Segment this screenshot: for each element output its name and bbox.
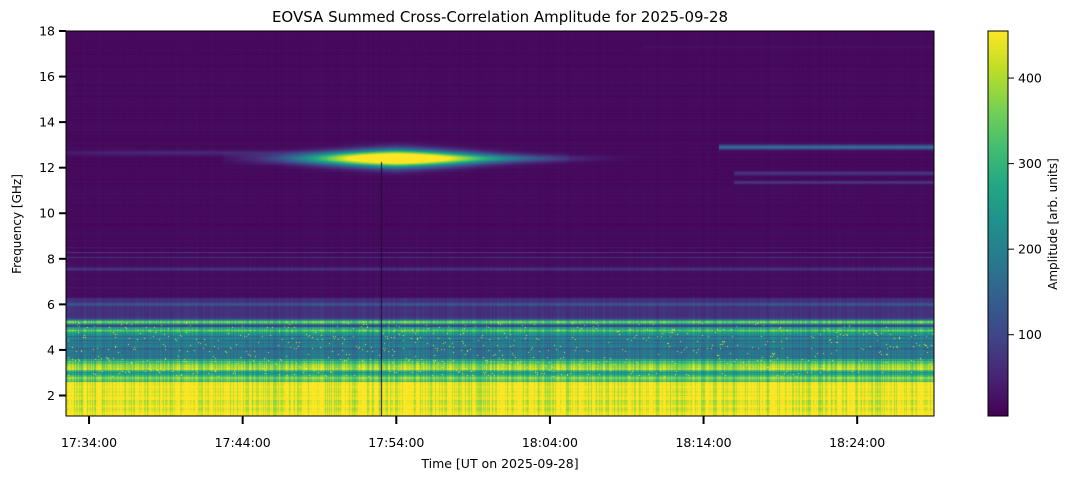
colorbar-label: Amplitude [arb. units] [1046,158,1060,290]
y-axis: 2 4 6 8 10 12 14 16 18 [39,24,66,403]
plot-frame [65,30,935,417]
x-tick-label: 17:44:00 [215,435,271,450]
x-tick-label: 18:24:00 [829,435,885,450]
x-tick-label: 18:14:00 [675,435,731,450]
colorbar-tick-label: 100 [1018,327,1042,342]
y-axis-label: Frequency [GHz] [10,174,24,274]
y-tick-label: 18 [39,24,55,39]
y-tick-label: 6 [47,297,55,312]
x-axis-label: Time [UT on 2025-09-28] [420,456,578,471]
chart-title: EOVSA Summed Cross-Correlation Amplitude… [272,8,728,26]
y-tick-label: 8 [47,251,55,266]
colorbar-tick-label: 400 [1018,71,1042,86]
y-tick-label: 14 [39,115,55,130]
colorbar [987,30,1009,417]
colorbar-tick-label: 300 [1018,156,1042,171]
x-axis: 17:34:00 17:44:00 17:54:00 18:04:00 18:14:00… [61,416,885,450]
y-tick-label: 2 [47,388,55,403]
y-tick-label: 12 [39,160,55,175]
x-tick-label: 18:04:00 [522,435,578,450]
y-tick-label: 16 [39,69,55,84]
y-tick-label: 10 [39,206,55,221]
x-tick-label: 17:54:00 [368,435,424,450]
plot-area [66,31,934,416]
colorbar-tick-label: 200 [1018,242,1042,257]
y-tick-label: 4 [47,342,55,357]
spectrogram-heatmap [66,31,934,416]
x-tick-label: 17:34:00 [61,435,117,450]
colorbar-axis: 100 200 300 400 [1008,71,1042,342]
